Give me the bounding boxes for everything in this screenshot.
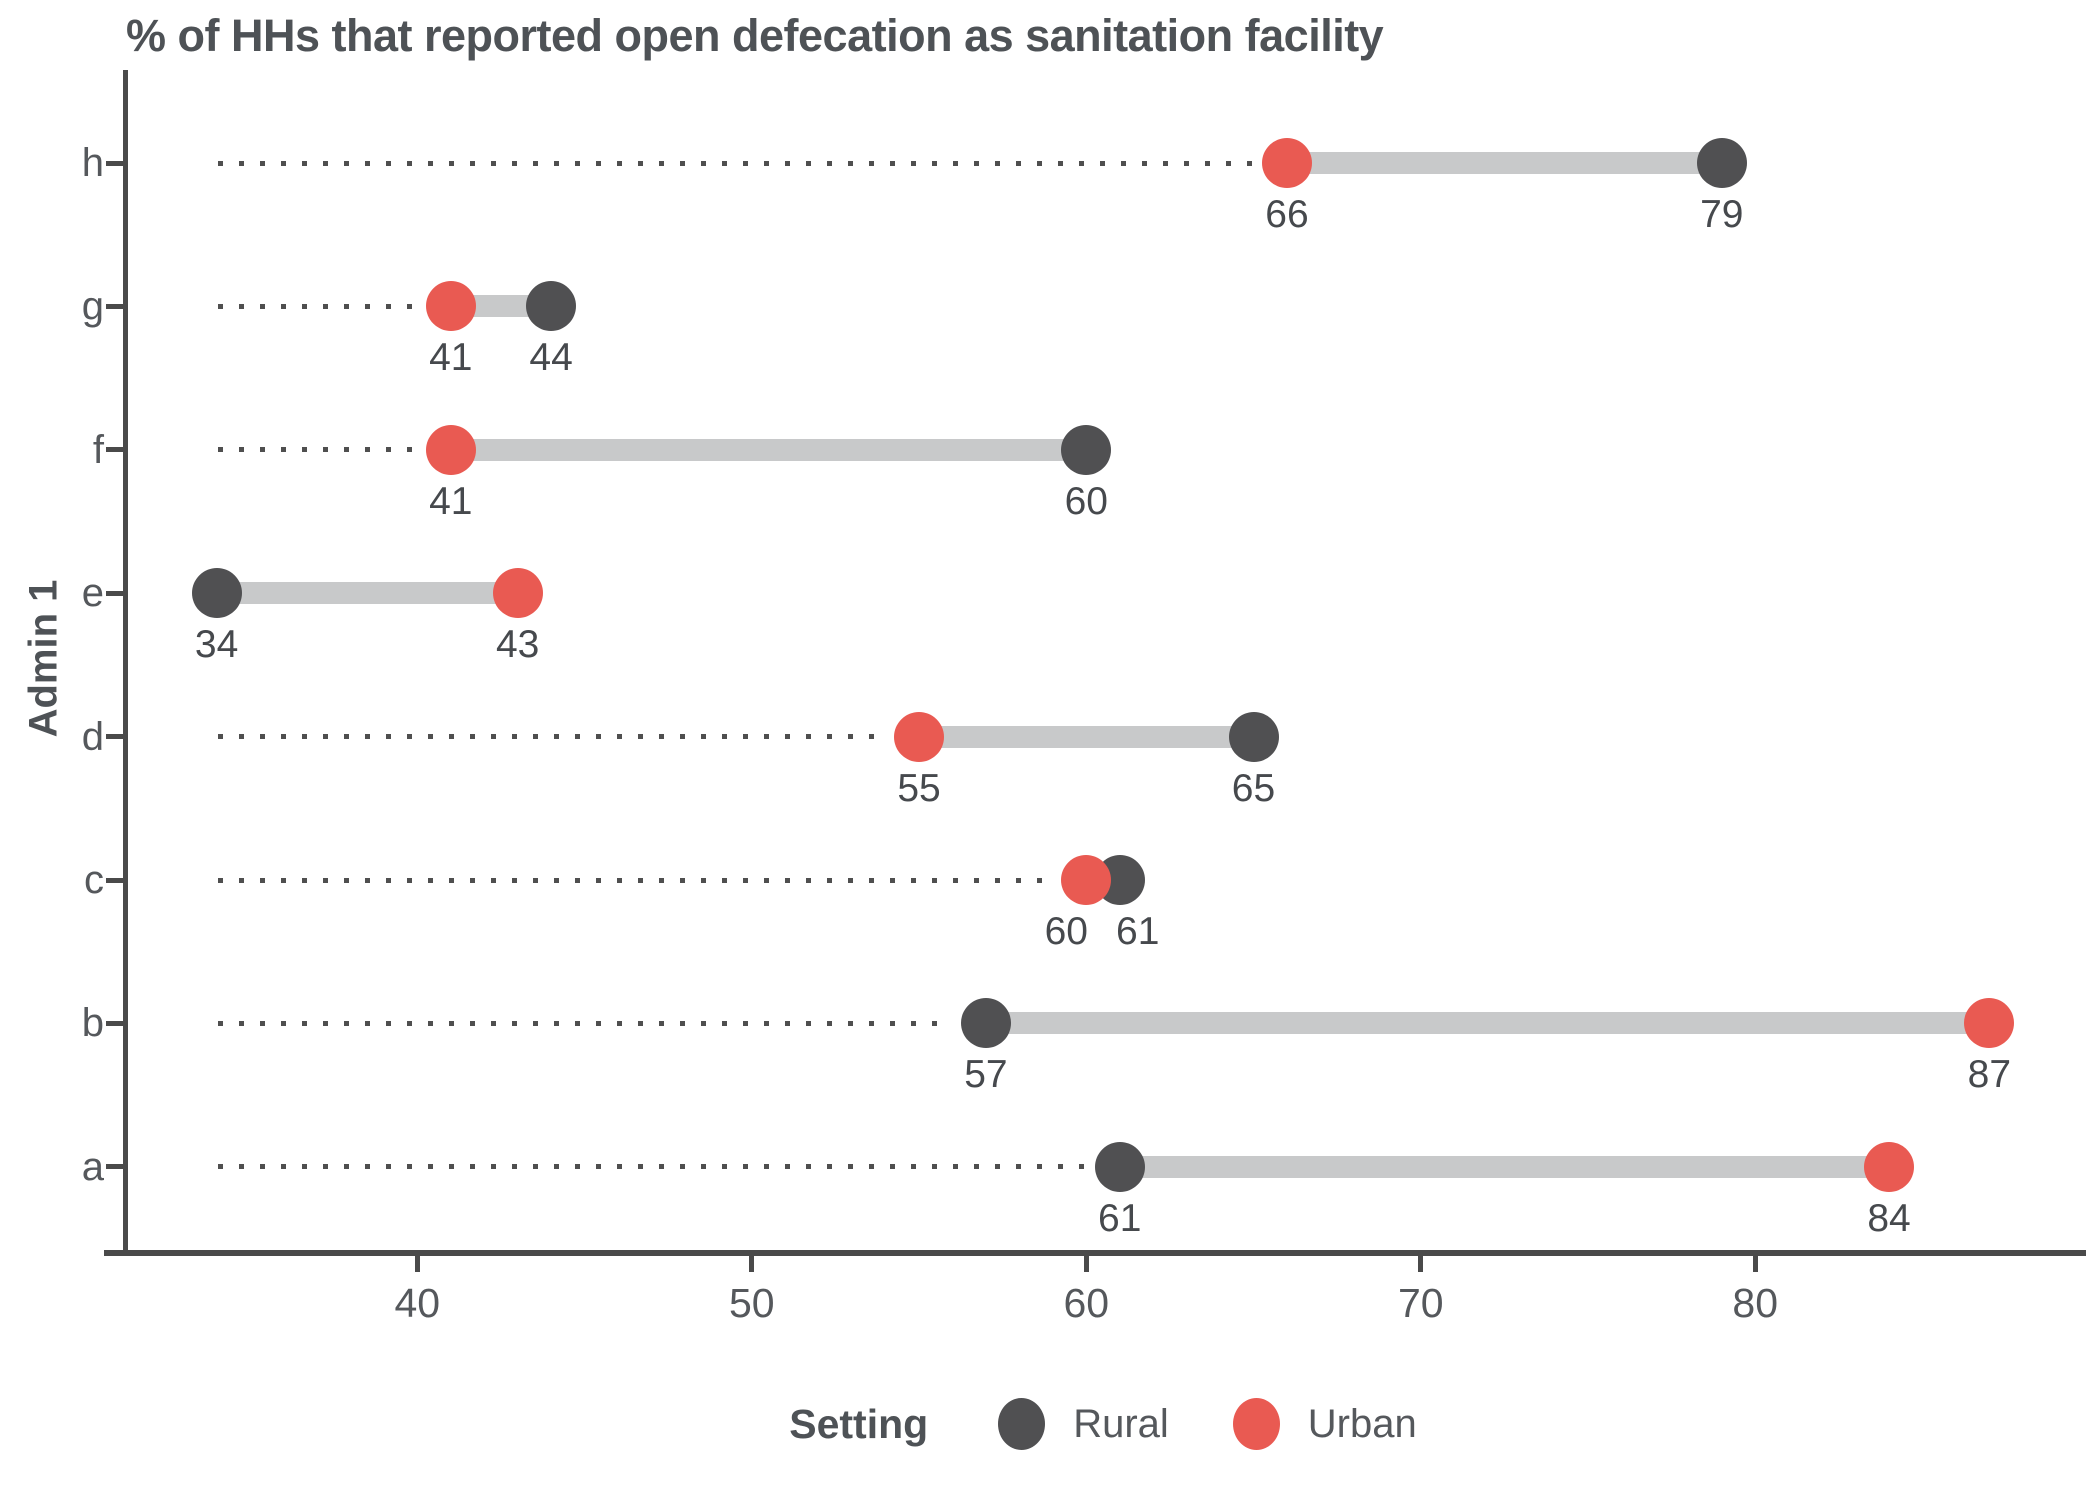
category-label: h [81,141,104,185]
urban-value-label: 60 [1044,910,1088,953]
connector-bar [1119,1155,1889,1178]
y-tick [106,590,124,596]
y-tick [106,160,124,166]
x-tick [1418,1256,1424,1272]
leader-line [218,1020,953,1026]
connector-bar [919,725,1254,748]
x-tick [1083,1256,1089,1272]
urban-value-label: 41 [429,336,473,380]
category-label: c [84,858,104,902]
legend-label-urban: Urban [1307,1401,1417,1446]
rural-value-label: 57 [964,1053,1008,1097]
rural-dot [1228,711,1279,762]
urban-dot [1061,855,1112,905]
x-axis-line [104,1250,2086,1256]
leader-line [218,734,887,740]
urban-dot [425,281,476,332]
rural-value-label: 79 [1700,193,1744,236]
rural-value-label: 34 [194,623,239,667]
connector-bar [450,438,1087,461]
urban-dot [1261,138,1312,188]
rural-dot [191,568,242,619]
y-tick [106,1020,124,1026]
urban-dot [425,424,476,475]
urban-dot [1864,1141,1915,1192]
urban-value-label: 55 [897,766,941,810]
rural-legend-dot-icon [998,1398,1046,1450]
y-tick [106,303,124,309]
x-tick-label: 70 [1397,1280,1444,1326]
y-tick [106,734,124,740]
x-tick-label: 60 [1063,1280,1110,1326]
x-tick [749,1256,755,1272]
x-tick [1752,1256,1758,1272]
rural-value-label: 61 [1116,910,1160,953]
legend-label-rural: Rural [1073,1401,1169,1446]
urban-value-label: 84 [1867,1196,1911,1240]
x-tick-label: 80 [1732,1280,1779,1326]
leader-line [218,877,1054,883]
category-label: b [81,1001,104,1046]
rural-value-label: 65 [1231,766,1276,810]
y-tick [106,1164,124,1170]
rural-dot [1061,424,1112,475]
rural-value-label: 61 [1098,1196,1142,1240]
urban-value-label: 43 [495,623,540,667]
category-label: d [81,714,104,759]
x-tick [414,1256,420,1272]
chart-title: % of HHs that reported open defecation a… [126,10,1384,61]
rural-value-label: 60 [1064,479,1108,523]
category-label: g [81,284,104,329]
connector-bar [1286,152,1722,174]
legend: Setting Rural Urban [128,1392,2078,1456]
category-label: e [81,571,104,616]
rural-dot [960,998,1011,1049]
y-tick [106,447,124,453]
x-tick-label: 40 [394,1280,441,1326]
urban-value-label: 66 [1265,193,1309,236]
x-tick-label: 50 [728,1280,775,1326]
rural-dot [1696,138,1747,188]
y-axis-line [123,70,128,1256]
connector-bar [985,1012,1990,1035]
leader-line [218,160,1254,166]
urban-dot [894,711,945,762]
category-label: f [92,427,104,472]
urban-dot [492,568,543,619]
y-tick [106,877,124,883]
category-label: a [81,1144,104,1189]
urban-value-label: 41 [429,479,473,523]
urban-legend-dot-icon [1232,1398,1280,1450]
urban-value-label: 87 [1967,1053,2012,1097]
rural-dot [526,281,577,332]
connector-bar [216,582,518,605]
legend-item-urban: Urban [1232,1398,1417,1450]
legend-item-rural: Rural [998,1398,1169,1450]
legend-title: Setting [789,1400,929,1447]
connector-bar [450,295,552,318]
leader-line [218,303,418,309]
urban-dot [1964,998,2015,1049]
leader-line [218,447,418,453]
rural-value-label: 44 [529,336,573,380]
rural-dot [1094,1141,1145,1192]
leader-line [218,1164,1087,1170]
